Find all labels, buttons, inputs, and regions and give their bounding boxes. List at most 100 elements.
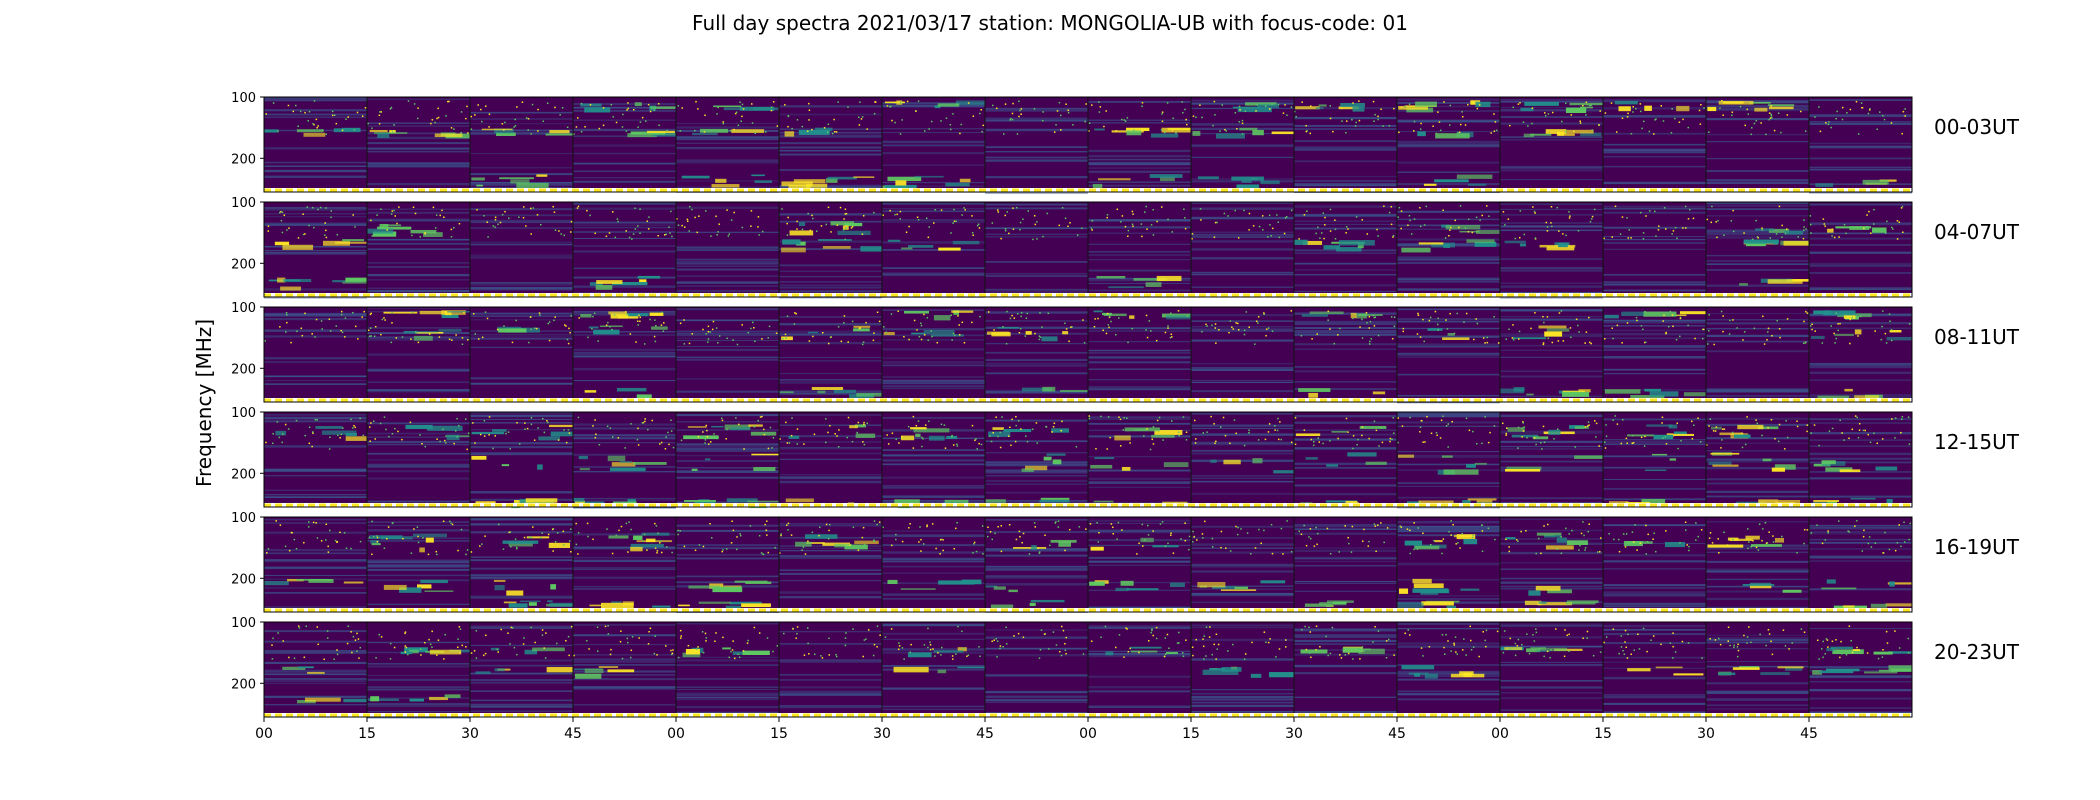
emission-dot (1258, 225, 1261, 228)
emission-dot (316, 537, 319, 539)
spectral-band (1294, 273, 1397, 276)
emission-dot (627, 641, 629, 644)
emission-patch (498, 328, 527, 333)
spectral-band (1706, 327, 1809, 329)
emission-dot (995, 107, 998, 110)
spectral-band (1500, 116, 1603, 118)
emission-dot (1248, 326, 1250, 329)
emission-dot (1373, 523, 1376, 525)
emission-dot (1493, 130, 1496, 133)
emission-dot (416, 526, 419, 528)
spectral-band (779, 184, 882, 188)
spectral-band (1088, 685, 1191, 689)
emission-dot (1770, 105, 1772, 107)
spectral-band (1706, 284, 1809, 287)
emission-patch (1335, 247, 1362, 252)
emission-dot (1520, 530, 1522, 533)
emission-dot (1223, 212, 1226, 215)
emission-dot (1184, 539, 1187, 542)
emission-patch (1210, 459, 1217, 463)
emission-dot (1706, 444, 1708, 446)
emission-dot (1085, 103, 1087, 105)
emission-dot (686, 220, 689, 223)
spectrogram-panel (881, 202, 985, 298)
emission-dot (672, 446, 675, 449)
emission-dot (570, 314, 573, 317)
spectrogram-panel (366, 97, 470, 192)
emission-dot (630, 528, 632, 531)
emission-patch (853, 325, 871, 328)
emission-dot (1089, 523, 1092, 525)
emission-patch (516, 182, 549, 188)
emission-dot (1723, 531, 1725, 534)
emission-dot (327, 545, 329, 548)
emission-dot (992, 431, 994, 434)
emission-dot (845, 227, 848, 229)
emission-dot (1575, 318, 1578, 320)
emission-dot (532, 526, 534, 528)
emission-patch (1150, 133, 1179, 138)
spectral-band (1294, 366, 1397, 368)
spectral-band (1294, 128, 1397, 131)
emission-dot (419, 236, 422, 238)
emission-dot (1750, 133, 1752, 136)
emission-dot (1146, 336, 1149, 339)
spectral-band (1088, 481, 1191, 483)
emission-dot (576, 207, 579, 209)
emission-dot (1475, 216, 1478, 219)
spectral-band (882, 625, 985, 627)
emission-patch (1505, 469, 1541, 472)
emission-patch (1827, 228, 1834, 233)
spectral-band (1088, 356, 1191, 358)
spectral-band (1088, 162, 1191, 166)
emission-dot (1843, 224, 1846, 226)
emission-dot (347, 116, 349, 118)
emission-dot (1265, 328, 1268, 330)
emission-patch (798, 129, 830, 135)
spectrogram-panel (1499, 97, 1603, 192)
emission-dot (1856, 520, 1858, 522)
spectral-band (1294, 523, 1397, 527)
emission-patch (713, 105, 742, 108)
spectral-band (1088, 167, 1191, 169)
emission-patch (1886, 498, 1893, 504)
emission-dot (697, 646, 699, 648)
spectral-band (367, 218, 470, 222)
emission-dot (668, 443, 670, 446)
emission-patch (1003, 428, 1032, 433)
emission-dot (1550, 206, 1553, 208)
emission-dot (1888, 548, 1891, 551)
emission-dot (1468, 429, 1471, 432)
emission-dot (1260, 542, 1262, 545)
emission-dot (876, 646, 878, 648)
emission-dot (978, 646, 980, 648)
emission-dot (1241, 122, 1244, 125)
emission-dot (510, 626, 513, 629)
emission-patch (1664, 541, 1686, 548)
emission-dot (1484, 416, 1486, 418)
emission-dot (1803, 229, 1805, 232)
spectral-band (367, 697, 470, 699)
emission-dot (928, 226, 930, 228)
emission-dot (286, 229, 288, 231)
emission-dot (1265, 334, 1267, 337)
emission-dot (278, 436, 281, 439)
emission-dot (612, 116, 614, 118)
emission-dot (695, 100, 697, 103)
emission-patch (1474, 241, 1497, 247)
emission-patch (1115, 587, 1129, 592)
spectral-band (1809, 555, 1912, 558)
spectral-band (1088, 627, 1191, 629)
spectral-band (1397, 355, 1500, 357)
emission-dot (567, 635, 570, 638)
emission-dot (1376, 228, 1378, 231)
emission-patch (1013, 547, 1047, 549)
emission-dot (889, 105, 891, 108)
emission-dot (753, 426, 756, 428)
emission-dot (1235, 322, 1237, 324)
emission-dot (637, 324, 639, 326)
emission-dot (1350, 551, 1353, 553)
spectral-band (1088, 519, 1191, 522)
emission-dot (705, 640, 707, 642)
